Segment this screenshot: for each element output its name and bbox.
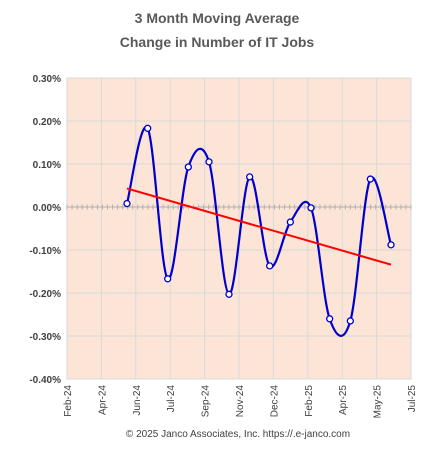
y-tick-label: 0.30% (33, 74, 61, 85)
x-tick-label: Jun-24 (132, 385, 143, 416)
x-tick-label: Dec-24 (269, 385, 280, 418)
x-tick-label: Apr-24 (97, 385, 108, 415)
data-point (246, 173, 254, 181)
data-point (184, 163, 192, 171)
y-tick-label: -0.30% (29, 332, 61, 343)
data-point (387, 241, 395, 249)
y-tick-label: -0.10% (29, 246, 61, 257)
series-layer (123, 124, 395, 337)
x-tick-label: Apr-25 (338, 385, 349, 415)
chart-title-line-1: 3 Month Moving Average (135, 10, 300, 26)
y-tick-label: 0.10% (33, 160, 61, 171)
data-point (346, 317, 354, 325)
y-tick-label: 0.20% (33, 117, 61, 128)
x-tick-label: May-25 (373, 385, 384, 419)
footer-credit: © 2025 Janco Associates, Inc. https://.e… (126, 429, 350, 440)
data-point (144, 124, 152, 132)
data-point (366, 175, 374, 183)
x-tick-label: Sep-24 (201, 385, 212, 418)
x-tick-label: Feb-25 (304, 385, 315, 417)
data-point (286, 218, 294, 226)
chart-title-line-2: Change in Number of IT Jobs (120, 34, 315, 50)
data-point (326, 315, 334, 323)
x-tick-label: Feb-24 (63, 385, 74, 417)
y-tick-label: -0.40% (29, 375, 61, 386)
data-point (123, 199, 131, 208)
data-point (266, 262, 274, 270)
x-tick-labels: Feb-24 Apr-24 Jun-24 Jul-24 Sep-24 Nov-24 Dec-… (63, 385, 418, 419)
x-tick-label: Jul-24 (166, 385, 177, 413)
data-point (225, 290, 233, 298)
trend-line (126, 187, 392, 266)
y-tick-label: 0.00% (33, 203, 61, 214)
data-point (164, 275, 172, 283)
grid-lines (67, 77, 411, 380)
data-point (307, 204, 315, 212)
y-tick-label: -0.20% (29, 289, 61, 300)
x-tick-label: Nov-24 (235, 385, 246, 418)
y-tick-labels: 0.30% 0.20% 0.10% 0.00% -0.10% -0.20% -0.30% -0… (29, 74, 61, 386)
x-tick-label: Jul-25 (407, 385, 418, 413)
data-point (205, 158, 213, 166)
